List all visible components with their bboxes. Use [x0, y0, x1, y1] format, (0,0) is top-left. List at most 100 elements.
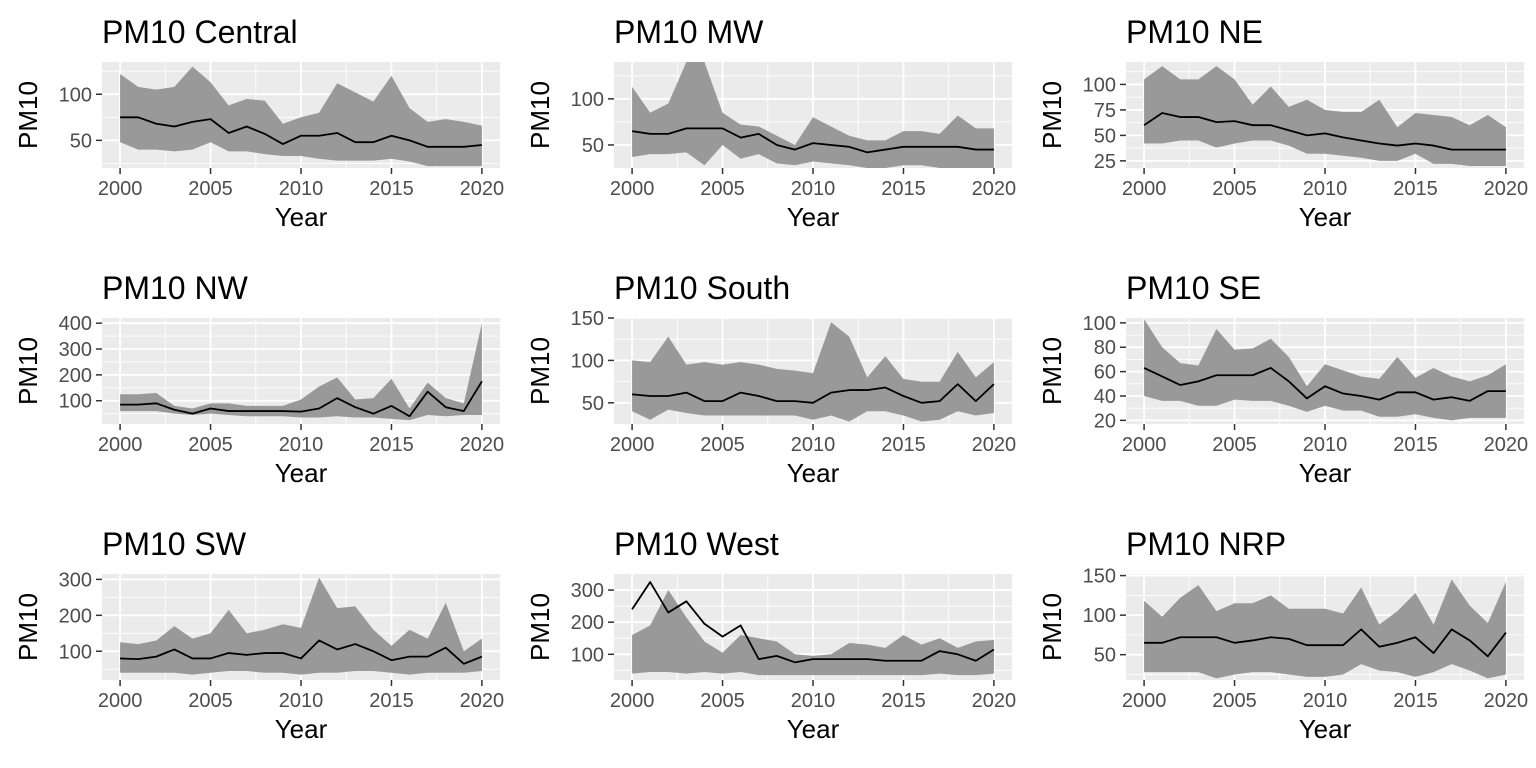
x-tick-label: 2020: [972, 178, 1017, 200]
x-tick-label: 2015: [881, 178, 926, 200]
x-tick-label: 2000: [610, 434, 655, 456]
y-tick-label: 50: [70, 130, 92, 152]
x-tick-label: 2005: [700, 690, 745, 712]
x-axis-title: Year: [275, 202, 328, 232]
y-tick-label: 200: [59, 605, 92, 627]
y-tick-label: 100: [59, 391, 92, 413]
x-tick-label: 2020: [460, 434, 505, 456]
panel-title: PM10 NRP: [1126, 526, 1286, 562]
x-axis-title: Year: [1299, 202, 1352, 232]
x-tick-label: 2000: [610, 690, 655, 712]
panel-south: 2000 2005 2010 2015 2020 50 100 150 PM10 South Ye…: [525, 270, 1016, 488]
x-tick-label: 2015: [881, 434, 926, 456]
y-tick-label: 75: [1094, 100, 1116, 122]
x-tick-label: 2015: [1393, 178, 1438, 200]
x-tick-label: 2020: [972, 690, 1017, 712]
x-tick-label: 2000: [1122, 178, 1167, 200]
panel-title: PM10 MW: [614, 14, 764, 50]
y-axis-title: PM10: [525, 337, 555, 405]
y-tick-label: 100: [571, 350, 604, 372]
panel-title: PM10 NW: [102, 270, 249, 306]
x-tick-label: 2000: [1122, 434, 1167, 456]
x-axis-title: Year: [787, 202, 840, 232]
x-tick-label: 2010: [791, 690, 836, 712]
y-axis-title: PM10: [525, 81, 555, 149]
x-tick-label: 2000: [98, 690, 143, 712]
y-tick-label: 20: [1094, 410, 1116, 432]
panel-sw: 2000 2005 2010 2015 2020 100 200 300 PM10 SW Year…: [13, 526, 504, 744]
ribbon-band: [1144, 579, 1506, 679]
y-axis-title: PM10: [13, 81, 43, 149]
y-tick-label: 50: [582, 393, 604, 415]
x-tick-label: 2010: [1303, 178, 1348, 200]
panel-nrp: 2000 2005 2010 2015 2020 50 100 150 PM10 NRP Year…: [1037, 526, 1528, 744]
panel-nw: 2000 2005 2010 2015 2020 100 200 300 400 PM10 NW Y…: [13, 270, 504, 488]
panel-mw: 2000 2005 2010 2015 2020 50 100 PM10 MW Year PM10: [525, 14, 1016, 232]
x-tick-label: 2015: [369, 178, 414, 200]
x-tick-label: 2005: [188, 178, 233, 200]
x-tick-label: 2015: [1393, 434, 1438, 456]
x-tick-label: 2000: [1122, 690, 1167, 712]
x-tick-label: 2020: [460, 690, 505, 712]
panel-title: PM10 SW: [102, 526, 247, 562]
x-axis-title: Year: [275, 458, 328, 488]
ribbon-band: [120, 577, 482, 675]
x-tick-label: 2000: [98, 178, 143, 200]
x-tick-label: 2005: [1212, 690, 1257, 712]
x-tick-label: 2010: [791, 178, 836, 200]
x-tick-label: 2010: [1303, 434, 1348, 456]
ribbon-band: [632, 62, 994, 168]
ribbon-band: [1144, 319, 1506, 421]
x-axis-title: Year: [787, 458, 840, 488]
series-line: [120, 639, 483, 665]
y-tick-label: 200: [571, 612, 604, 634]
x-axis-title: Year: [787, 714, 840, 744]
x-axis-title: Year: [1299, 714, 1352, 744]
x-tick-label: 2005: [700, 434, 745, 456]
y-tick-label: 25: [1094, 151, 1116, 173]
panel-title: PM10 NE: [1126, 14, 1263, 50]
y-tick-label: 100: [59, 84, 92, 106]
y-axis-title: PM10: [1037, 593, 1067, 661]
x-axis-title: Year: [1299, 458, 1352, 488]
x-tick-label: 2020: [1484, 178, 1529, 200]
y-tick-label: 400: [59, 313, 92, 335]
y-tick-label: 300: [59, 339, 92, 361]
y-tick-label: 100: [1083, 605, 1116, 627]
y-axis-title: PM10: [13, 593, 43, 661]
y-axis-title: PM10: [525, 593, 555, 661]
y-tick-label: 100: [571, 644, 604, 666]
ribbon-band: [120, 323, 482, 421]
y-axis-title: PM10: [1037, 81, 1067, 149]
x-tick-label: 2015: [369, 690, 414, 712]
series-line: [1143, 112, 1506, 151]
series-line: [1143, 367, 1506, 402]
x-tick-label: 2020: [1484, 434, 1529, 456]
x-axis-title: Year: [275, 714, 328, 744]
x-tick-label: 2015: [1393, 690, 1438, 712]
x-tick-label: 2015: [881, 690, 926, 712]
panel-title: PM10 South: [614, 270, 790, 306]
y-tick-label: 100: [59, 641, 92, 663]
x-tick-label: 2005: [188, 690, 233, 712]
y-tick-label: 60: [1094, 362, 1116, 384]
y-tick-label: 300: [571, 580, 604, 602]
series-line: [631, 581, 995, 664]
y-tick-label: 40: [1094, 386, 1116, 408]
y-tick-label: 50: [1094, 125, 1116, 147]
series-line: [631, 127, 994, 154]
panel-title: PM10 Central: [102, 14, 298, 50]
x-tick-label: 2005: [188, 434, 233, 456]
x-tick-label: 2010: [279, 690, 324, 712]
y-tick-label: 150: [1083, 566, 1116, 588]
y-tick-label: 150: [571, 308, 604, 330]
panel-west: 2000 2005 2010 2015 2020 100 200 300 PM10 West Ye…: [525, 526, 1016, 744]
panel-title: PM10 SE: [1126, 270, 1261, 306]
y-tick-label: 100: [1083, 74, 1116, 96]
x-tick-label: 2020: [972, 434, 1017, 456]
ribbon-band: [1144, 66, 1506, 166]
x-tick-label: 2005: [700, 178, 745, 200]
x-tick-label: 2005: [1212, 434, 1257, 456]
